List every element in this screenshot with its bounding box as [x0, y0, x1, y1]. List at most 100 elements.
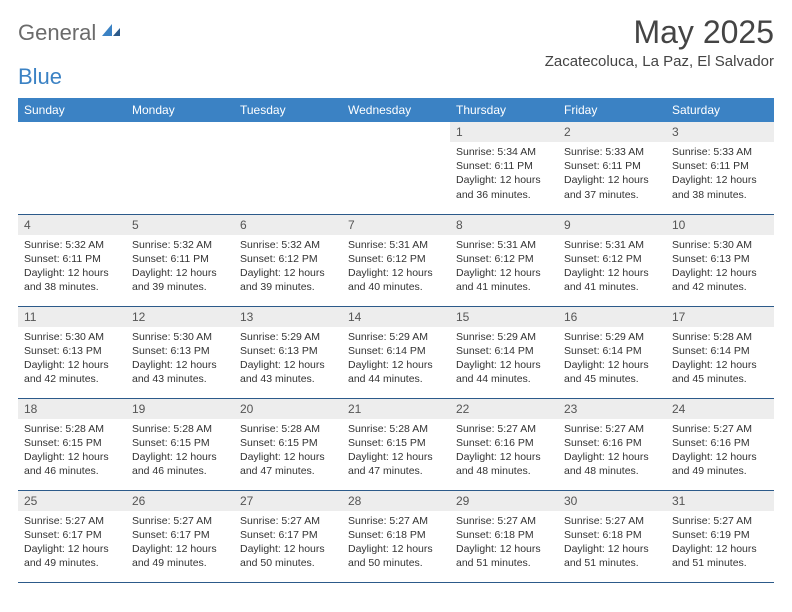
day-details: Sunrise: 5:29 AMSunset: 6:14 PMDaylight:…	[450, 327, 558, 391]
location-subtitle: Zacatecoluca, La Paz, El Salvador	[545, 53, 774, 70]
calendar-day-cell: 4Sunrise: 5:32 AMSunset: 6:11 PMDaylight…	[18, 214, 126, 306]
calendar-day-cell: 24Sunrise: 5:27 AMSunset: 6:16 PMDayligh…	[666, 398, 774, 490]
day-number: 27	[234, 491, 342, 511]
day-details: Sunrise: 5:29 AMSunset: 6:14 PMDaylight:…	[342, 327, 450, 391]
calendar-day-cell: 20Sunrise: 5:28 AMSunset: 6:15 PMDayligh…	[234, 398, 342, 490]
day-number: 24	[666, 399, 774, 419]
day-details: Sunrise: 5:27 AMSunset: 6:18 PMDaylight:…	[450, 511, 558, 575]
day-number: 22	[450, 399, 558, 419]
day-details: Sunrise: 5:27 AMSunset: 6:18 PMDaylight:…	[342, 511, 450, 575]
day-details: Sunrise: 5:29 AMSunset: 6:14 PMDaylight:…	[558, 327, 666, 391]
day-number: 1	[450, 122, 558, 142]
day-number: 17	[666, 307, 774, 327]
day-details: Sunrise: 5:27 AMSunset: 6:17 PMDaylight:…	[18, 511, 126, 575]
day-details: Sunrise: 5:31 AMSunset: 6:12 PMDaylight:…	[450, 235, 558, 299]
calendar-day-cell: 9Sunrise: 5:31 AMSunset: 6:12 PMDaylight…	[558, 214, 666, 306]
calendar-day-cell: 0	[126, 122, 234, 214]
day-number: 21	[342, 399, 450, 419]
calendar-day-cell: 19Sunrise: 5:28 AMSunset: 6:15 PMDayligh…	[126, 398, 234, 490]
day-details: Sunrise: 5:32 AMSunset: 6:12 PMDaylight:…	[234, 235, 342, 299]
calendar-day-cell: 1Sunrise: 5:34 AMSunset: 6:11 PMDaylight…	[450, 122, 558, 214]
calendar-day-cell: 0	[342, 122, 450, 214]
calendar-header-row: SundayMondayTuesdayWednesdayThursdayFrid…	[18, 98, 774, 122]
calendar-day-cell: 2Sunrise: 5:33 AMSunset: 6:11 PMDaylight…	[558, 122, 666, 214]
calendar-day-cell: 11Sunrise: 5:30 AMSunset: 6:13 PMDayligh…	[18, 306, 126, 398]
day-details: Sunrise: 5:27 AMSunset: 6:17 PMDaylight:…	[126, 511, 234, 575]
day-number: 3	[666, 122, 774, 142]
logo-sail-icon	[100, 22, 122, 45]
day-number: 14	[342, 307, 450, 327]
day-number: 23	[558, 399, 666, 419]
calendar-day-cell: 25Sunrise: 5:27 AMSunset: 6:17 PMDayligh…	[18, 490, 126, 582]
weekday-header: Wednesday	[342, 98, 450, 122]
day-details: Sunrise: 5:27 AMSunset: 6:18 PMDaylight:…	[558, 511, 666, 575]
weekday-header: Friday	[558, 98, 666, 122]
day-details: Sunrise: 5:28 AMSunset: 6:14 PMDaylight:…	[666, 327, 774, 391]
day-number: 10	[666, 215, 774, 235]
calendar-day-cell: 0	[18, 122, 126, 214]
day-number: 19	[126, 399, 234, 419]
day-details: Sunrise: 5:30 AMSunset: 6:13 PMDaylight:…	[18, 327, 126, 391]
day-number: 13	[234, 307, 342, 327]
day-details: Sunrise: 5:32 AMSunset: 6:11 PMDaylight:…	[18, 235, 126, 299]
calendar-day-cell: 21Sunrise: 5:28 AMSunset: 6:15 PMDayligh…	[342, 398, 450, 490]
calendar-day-cell: 13Sunrise: 5:29 AMSunset: 6:13 PMDayligh…	[234, 306, 342, 398]
calendar-week-row: 0 0 0 0 1Sunrise: 5:34 AMSunset: 6:11 PM…	[18, 122, 774, 214]
title-block: May 2025 Zacatecoluca, La Paz, El Salvad…	[545, 14, 774, 70]
day-details: Sunrise: 5:29 AMSunset: 6:13 PMDaylight:…	[234, 327, 342, 391]
calendar-day-cell: 26Sunrise: 5:27 AMSunset: 6:17 PMDayligh…	[126, 490, 234, 582]
calendar-day-cell: 8Sunrise: 5:31 AMSunset: 6:12 PMDaylight…	[450, 214, 558, 306]
weekday-header: Saturday	[666, 98, 774, 122]
day-number: 5	[126, 215, 234, 235]
day-number: 26	[126, 491, 234, 511]
day-details: Sunrise: 5:27 AMSunset: 6:16 PMDaylight:…	[450, 419, 558, 483]
calendar-day-cell: 31Sunrise: 5:27 AMSunset: 6:19 PMDayligh…	[666, 490, 774, 582]
weekday-header: Sunday	[18, 98, 126, 122]
calendar-week-row: 18Sunrise: 5:28 AMSunset: 6:15 PMDayligh…	[18, 398, 774, 490]
day-number: 31	[666, 491, 774, 511]
calendar-week-row: 25Sunrise: 5:27 AMSunset: 6:17 PMDayligh…	[18, 490, 774, 582]
calendar-day-cell: 22Sunrise: 5:27 AMSunset: 6:16 PMDayligh…	[450, 398, 558, 490]
calendar-week-row: 4Sunrise: 5:32 AMSunset: 6:11 PMDaylight…	[18, 214, 774, 306]
day-details: Sunrise: 5:33 AMSunset: 6:11 PMDaylight:…	[558, 142, 666, 206]
weekday-header: Tuesday	[234, 98, 342, 122]
day-number: 16	[558, 307, 666, 327]
day-number: 8	[450, 215, 558, 235]
day-number: 20	[234, 399, 342, 419]
day-number: 29	[450, 491, 558, 511]
calendar-week-row: 11Sunrise: 5:30 AMSunset: 6:13 PMDayligh…	[18, 306, 774, 398]
day-number: 25	[18, 491, 126, 511]
calendar-day-cell: 3Sunrise: 5:33 AMSunset: 6:11 PMDaylight…	[666, 122, 774, 214]
weekday-header: Thursday	[450, 98, 558, 122]
day-details: Sunrise: 5:32 AMSunset: 6:11 PMDaylight:…	[126, 235, 234, 299]
logo-word2: Blue	[18, 64, 62, 90]
day-details: Sunrise: 5:31 AMSunset: 6:12 PMDaylight:…	[558, 235, 666, 299]
day-details: Sunrise: 5:28 AMSunset: 6:15 PMDaylight:…	[18, 419, 126, 483]
day-number: 18	[18, 399, 126, 419]
calendar-day-cell: 7Sunrise: 5:31 AMSunset: 6:12 PMDaylight…	[342, 214, 450, 306]
day-number: 4	[18, 215, 126, 235]
calendar-day-cell: 14Sunrise: 5:29 AMSunset: 6:14 PMDayligh…	[342, 306, 450, 398]
day-details: Sunrise: 5:27 AMSunset: 6:16 PMDaylight:…	[558, 419, 666, 483]
day-number: 9	[558, 215, 666, 235]
calendar-day-cell: 5Sunrise: 5:32 AMSunset: 6:11 PMDaylight…	[126, 214, 234, 306]
day-details: Sunrise: 5:34 AMSunset: 6:11 PMDaylight:…	[450, 142, 558, 206]
day-details: Sunrise: 5:30 AMSunset: 6:13 PMDaylight:…	[666, 235, 774, 299]
day-number: 7	[342, 215, 450, 235]
day-details: Sunrise: 5:31 AMSunset: 6:12 PMDaylight:…	[342, 235, 450, 299]
calendar-day-cell: 6Sunrise: 5:32 AMSunset: 6:12 PMDaylight…	[234, 214, 342, 306]
day-details: Sunrise: 5:27 AMSunset: 6:17 PMDaylight:…	[234, 511, 342, 575]
calendar-day-cell: 27Sunrise: 5:27 AMSunset: 6:17 PMDayligh…	[234, 490, 342, 582]
calendar-page: General May 2025 Zacatecoluca, La Paz, E…	[0, 0, 792, 597]
calendar-day-cell: 23Sunrise: 5:27 AMSunset: 6:16 PMDayligh…	[558, 398, 666, 490]
calendar-day-cell: 30Sunrise: 5:27 AMSunset: 6:18 PMDayligh…	[558, 490, 666, 582]
day-details: Sunrise: 5:33 AMSunset: 6:11 PMDaylight:…	[666, 142, 774, 206]
calendar-day-cell: 10Sunrise: 5:30 AMSunset: 6:13 PMDayligh…	[666, 214, 774, 306]
day-number: 12	[126, 307, 234, 327]
logo-word1: General	[18, 20, 96, 46]
weekday-header: Monday	[126, 98, 234, 122]
calendar-day-cell: 29Sunrise: 5:27 AMSunset: 6:18 PMDayligh…	[450, 490, 558, 582]
day-details: Sunrise: 5:27 AMSunset: 6:16 PMDaylight:…	[666, 419, 774, 483]
page-title: May 2025	[545, 14, 774, 51]
day-number: 11	[18, 307, 126, 327]
